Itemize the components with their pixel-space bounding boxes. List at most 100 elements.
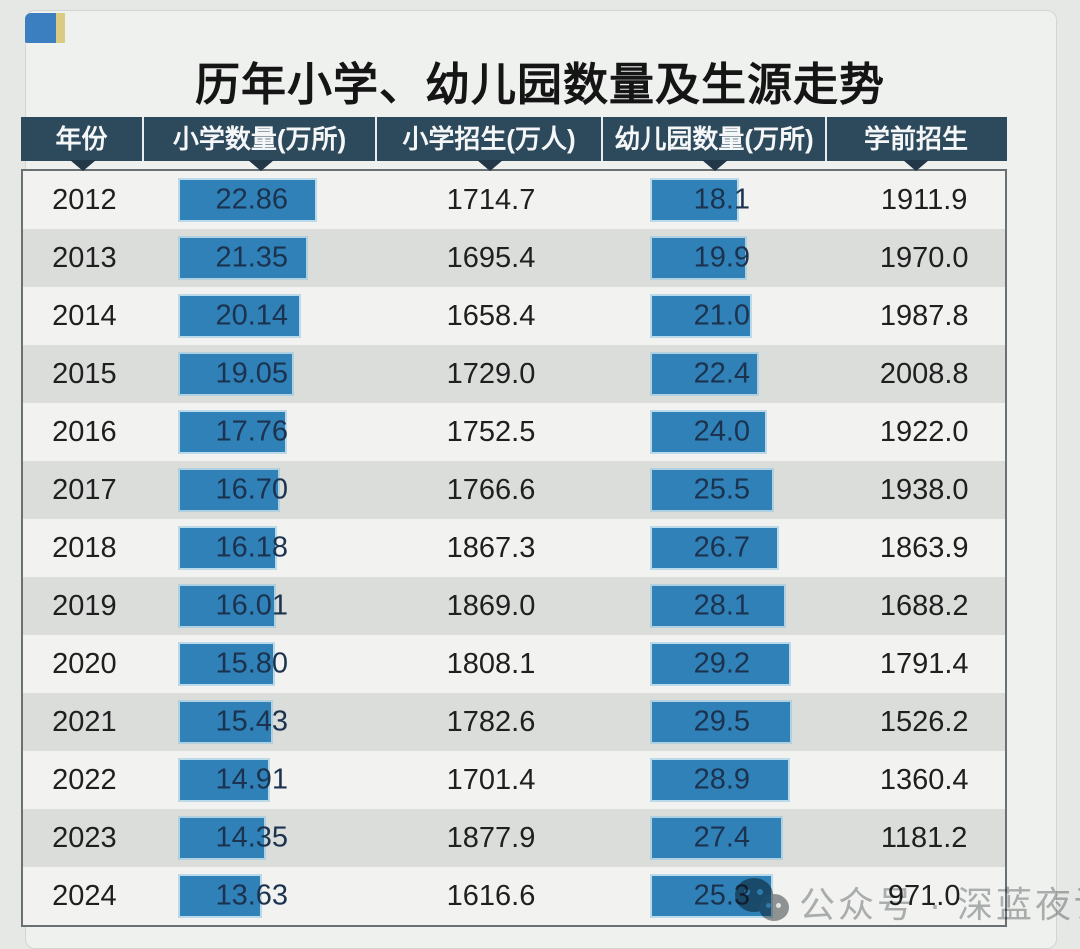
corner-flag-icon: [25, 13, 65, 43]
triangle-down-icon: [70, 160, 96, 171]
primary-count-value: 15.43: [215, 705, 289, 738]
year-cell: 2018: [52, 531, 117, 564]
primary-enrollment-cell: 1729.0: [446, 357, 536, 390]
table-row-2022: 2022 14.91 1701.4 28.9 1360.4: [23, 751, 1005, 809]
year-cell: 2013: [52, 241, 117, 274]
table-row-2019: 2019 16.01 1869.0 28.1 1688.2: [23, 577, 1005, 635]
wechat-bubble-small: [759, 894, 789, 921]
primary-count-value: 19.05: [215, 357, 289, 390]
table-row-2017: 2017 16.70 1766.6 25.5 1938.0: [23, 461, 1005, 519]
kindergarten-count-cell: 19.9: [604, 229, 828, 287]
primary-count-cell: 17.76: [146, 403, 379, 461]
kindergarten-count-bar: [651, 760, 788, 800]
primary-count-value: 17.76: [215, 415, 289, 448]
flag-stripe: [56, 13, 65, 43]
table-row-2016: 2016 17.76 1752.5 24.0 1922.0: [23, 403, 1005, 461]
year-cell: 2014: [52, 299, 117, 332]
year-cell: 2012: [52, 183, 117, 216]
year-cell: 2022: [52, 763, 117, 796]
header-year: 年份: [21, 117, 144, 161]
table-body: 2012 22.86 1714.7 18.1 1911.9 2013 21.35: [21, 169, 1007, 927]
data-table: 年份 小学数量(万所) 小学招生(万人) 幼儿园数量(万所) 学前招生 2012…: [21, 117, 1007, 927]
primary-count-bar: [179, 180, 315, 220]
preschool-enrollment-cell: 2008.8: [879, 357, 969, 390]
preschool-enrollment-cell: 1791.4: [879, 647, 969, 680]
kindergarten-count-cell: 25.5: [604, 461, 828, 519]
table-row-2024: 2024 13.63 1616.6 25.3 971.0: [23, 867, 1005, 925]
primary-count-bar: [179, 412, 285, 452]
primary-count-bar: [179, 702, 271, 742]
kindergarten-count-cell: 28.1: [604, 577, 828, 635]
primary-count-bar: [179, 354, 293, 394]
preschool-enrollment-cell: 1911.9: [880, 183, 968, 216]
primary-count-cell: 16.70: [146, 461, 379, 519]
year-cell: 2015: [52, 357, 117, 390]
year-cell: 2024: [52, 879, 117, 912]
primary-count-bar: [179, 528, 276, 568]
primary-count-cell: 13.63: [146, 867, 379, 925]
year-cell: 2019: [52, 589, 117, 622]
preschool-enrollment-cell: 1970.0: [879, 241, 969, 274]
kindergarten-count-value: 25.5: [693, 473, 751, 506]
preschool-enrollment-cell: 1360.4: [879, 763, 969, 796]
primary-count-bar: [179, 586, 275, 626]
preschool-enrollment-cell: 1987.8: [879, 299, 969, 332]
kindergarten-count-value: 21.0: [693, 299, 751, 332]
table-row-2021: 2021 15.43 1782.6 29.5 1526.2: [23, 693, 1005, 751]
primary-count-value: 21.35: [215, 241, 289, 274]
kindergarten-count-bar: [651, 296, 751, 336]
primary-count-value: 16.70: [215, 473, 289, 506]
primary-count-cell: 16.18: [146, 519, 379, 577]
header-kindergarten-count: 幼儿园数量(万所): [603, 117, 827, 161]
primary-count-value: 22.86: [215, 183, 289, 216]
header-preschool-enrollment: 学前招生: [863, 124, 968, 154]
page-title: 历年小学、幼儿园数量及生源走势: [194, 59, 885, 110]
primary-count-bar: [179, 818, 265, 858]
primary-count-bar: [179, 470, 279, 510]
primary-count-value: 16.18: [215, 531, 289, 564]
kindergarten-count-bar: [651, 644, 789, 684]
kindergarten-count-cell: 28.9: [604, 751, 828, 809]
kindergarten-count-value: 19.9: [693, 241, 751, 274]
primary-count-value: 14.91: [215, 763, 289, 796]
primary-count-value: 15.80: [215, 647, 289, 680]
kindergarten-count-cell: 29.5: [604, 693, 828, 751]
watermark-label: 公众号 · 深蓝夜读: [799, 884, 1080, 925]
preschool-enrollment-cell: 1922.0: [879, 415, 969, 448]
kindergarten-count-value: 28.1: [693, 589, 751, 622]
triangle-down-icon: [248, 160, 274, 171]
preschool-enrollment-cell: 1526.2: [879, 705, 969, 738]
triangle-down-icon: [477, 160, 503, 171]
primary-enrollment-cell: 1752.5: [446, 415, 536, 448]
table-row-2023: 2023 14.35 1877.9 27.4 1181.2: [23, 809, 1005, 867]
kindergarten-count-value: 29.2: [693, 647, 751, 680]
year-cell: 2020: [52, 647, 117, 680]
kindergarten-count-cell: 24.0: [604, 403, 828, 461]
year-cell: 2017: [52, 473, 117, 506]
primary-count-cell: 22.86: [146, 171, 379, 229]
primary-count-value: 20.14: [215, 299, 289, 332]
year-cell: 2016: [52, 415, 117, 448]
primary-count-cell: 19.05: [146, 345, 379, 403]
primary-count-value: 13.63: [215, 879, 289, 912]
primary-enrollment-cell: 1714.7: [446, 183, 536, 216]
primary-enrollment-cell: 1782.6: [446, 705, 536, 738]
primary-count-cell: 20.14: [146, 287, 379, 345]
kindergarten-count-cell: 26.7: [604, 519, 828, 577]
primary-count-bar: [179, 296, 299, 336]
primary-count-cell: 15.80: [146, 635, 379, 693]
kindergarten-count-value: 26.7: [693, 531, 751, 564]
primary-enrollment-cell: 1869.0: [446, 589, 536, 622]
table-row-2013: 2013 21.35 1695.4 19.9 1970.0: [23, 229, 1005, 287]
primary-count-cell: 14.91: [146, 751, 379, 809]
kindergarten-count-bar: [651, 412, 765, 452]
kindergarten-count-value: 27.4: [693, 821, 751, 854]
kindergarten-count-cell: 21.0: [604, 287, 828, 345]
kindergarten-count-bar: [651, 238, 746, 278]
kindergarten-count-bar: [651, 818, 781, 858]
kindergarten-count-value: 29.5: [693, 705, 751, 738]
primary-count-cell: 15.43: [146, 693, 379, 751]
kindergarten-count-cell: 29.2: [604, 635, 828, 693]
primary-count-bar: [179, 644, 273, 684]
